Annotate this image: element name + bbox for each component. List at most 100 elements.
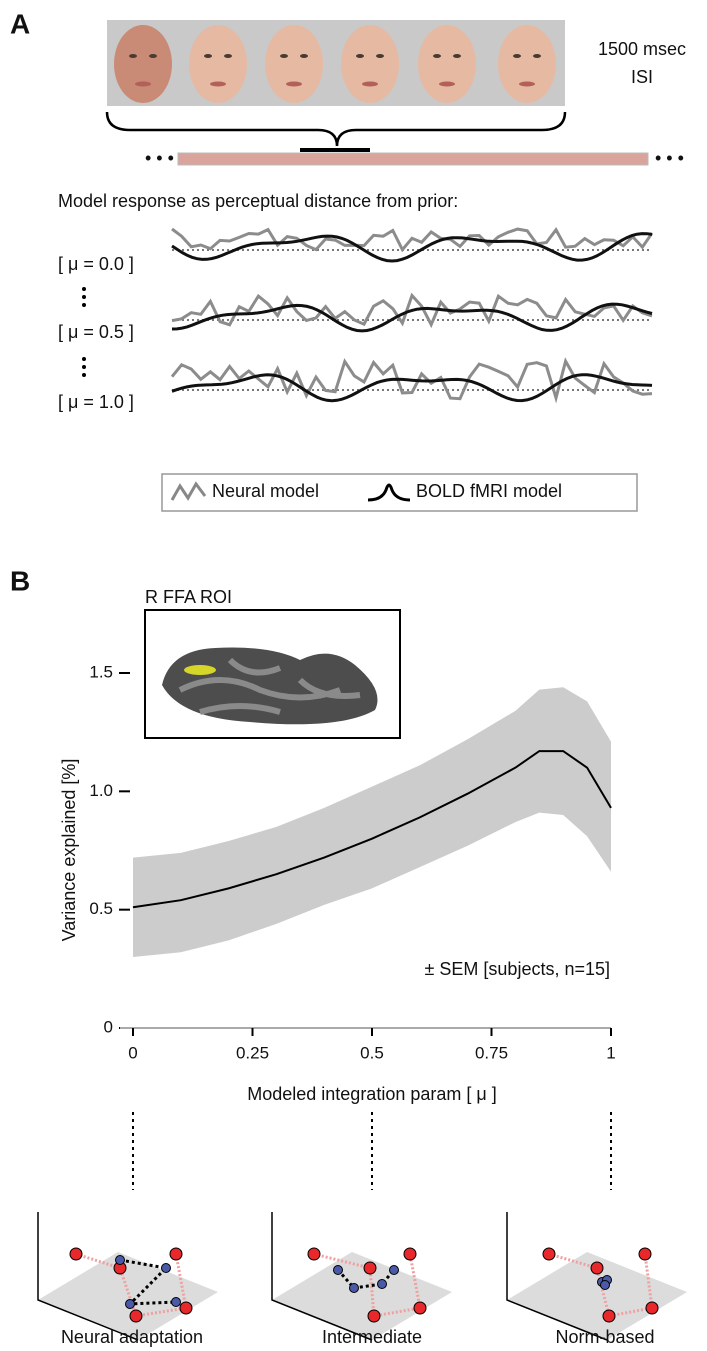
red-point (367, 1309, 381, 1323)
face-eye (280, 54, 288, 58)
face-mouth (362, 81, 378, 87)
red-point (129, 1309, 143, 1323)
blue-point (600, 1280, 610, 1290)
blue-point (377, 1279, 387, 1289)
x-tick-label: 1 (606, 1043, 615, 1062)
face-eye (356, 54, 364, 58)
face (114, 25, 172, 103)
brace (105, 111, 567, 147)
schematic (37, 1212, 218, 1341)
schematic (506, 1212, 687, 1341)
blue-point (125, 1299, 135, 1309)
panel-label: A (10, 8, 30, 39)
red-point (69, 1247, 83, 1261)
y-tick-label: 0 (104, 1017, 113, 1036)
isi-text: ISI (631, 67, 653, 87)
red-point (179, 1301, 193, 1315)
brain-sulci (178, 657, 361, 715)
face-eye (224, 54, 232, 58)
red-link (548, 1252, 654, 1318)
legend-icon (170, 481, 207, 501)
x-axis-label: Modeled integration param [ μ ] (247, 1084, 497, 1104)
face-mouth (210, 81, 226, 87)
inset-title: R FFA ROI (145, 587, 232, 607)
x-tick-label: 0.75 (475, 1043, 508, 1062)
legend-icon (367, 483, 411, 502)
blue-point (161, 1263, 171, 1273)
axes (506, 1212, 608, 1341)
face-eye (433, 54, 441, 58)
red-point (403, 1247, 417, 1261)
blue-point (333, 1265, 343, 1275)
axes (37, 1212, 139, 1341)
panel-label: B (10, 565, 30, 596)
face-eye (149, 54, 157, 58)
schematic-label: Norm-based (555, 1327, 654, 1347)
red-point (590, 1261, 604, 1275)
schematics (37, 1212, 687, 1341)
red-point (413, 1301, 427, 1315)
brain (162, 647, 378, 725)
face (341, 25, 399, 103)
neural-trace (170, 357, 653, 404)
red-point (307, 1247, 321, 1261)
bold-trace (171, 232, 653, 263)
mean-line (132, 750, 612, 909)
guide-lines (132, 1112, 612, 1190)
row-label: [ μ = 1.0 ] (58, 392, 134, 412)
face-eye (376, 54, 384, 58)
y-tick-label: 1.5 (89, 662, 113, 681)
sequence-strip (177, 152, 649, 166)
bold-trace (171, 302, 653, 333)
face (418, 25, 476, 103)
x-tick-label: 0.25 (236, 1043, 269, 1062)
black-link (336, 1269, 396, 1290)
red-point (542, 1247, 556, 1261)
isi-text: 1500 msec (598, 39, 686, 59)
blue-point (389, 1265, 399, 1275)
red-point (363, 1261, 377, 1275)
row-label: [ μ = 0.5 ] (58, 322, 134, 342)
heading: Model response as perceptual distance fr… (58, 191, 458, 211)
face-eye (300, 54, 308, 58)
faces (114, 25, 556, 103)
roi (184, 665, 216, 675)
bold-trace (171, 373, 653, 403)
blue-point (115, 1255, 125, 1265)
face-eye (204, 54, 212, 58)
neural-trace (171, 227, 654, 253)
annotation: ± SEM [subjects, n=15] (425, 959, 610, 979)
schematic (271, 1212, 452, 1341)
schematic-label: Neural adaptation (61, 1327, 203, 1347)
red-point (602, 1309, 616, 1323)
face-eye (129, 54, 137, 58)
x-tick-label: 0 (128, 1043, 137, 1062)
neural-trace (171, 292, 653, 329)
face-eye (533, 54, 541, 58)
face-eye (453, 54, 461, 58)
face (189, 25, 247, 103)
x-tick-label: 0.5 (360, 1043, 384, 1062)
face-eye (513, 54, 521, 58)
face (498, 25, 556, 103)
y-tick-label: 0.5 (89, 899, 113, 918)
blue-point (349, 1283, 359, 1293)
legend-text: Neural model (212, 481, 319, 501)
face-mouth (519, 81, 535, 87)
y-axis-label: Variance explained [%] (59, 759, 79, 942)
face-strip (107, 20, 565, 106)
red-point (638, 1247, 652, 1261)
legend-text: BOLD fMRI model (416, 481, 562, 501)
y-tick-label: 1.0 (89, 781, 113, 800)
plot: 0 0.5 1.0 1.5 0 0.25 0.5 0.75 1 (89, 662, 615, 1062)
ellipsis: • • • (145, 148, 174, 168)
face-mouth (135, 81, 151, 87)
row-label: [ μ = 0.0 ] (58, 254, 134, 274)
face (265, 25, 323, 103)
sem-band (133, 687, 611, 957)
black-link (119, 1258, 177, 1306)
traces (170, 227, 654, 404)
legend-box (161, 473, 638, 512)
ellipsis: • • • (655, 148, 684, 168)
